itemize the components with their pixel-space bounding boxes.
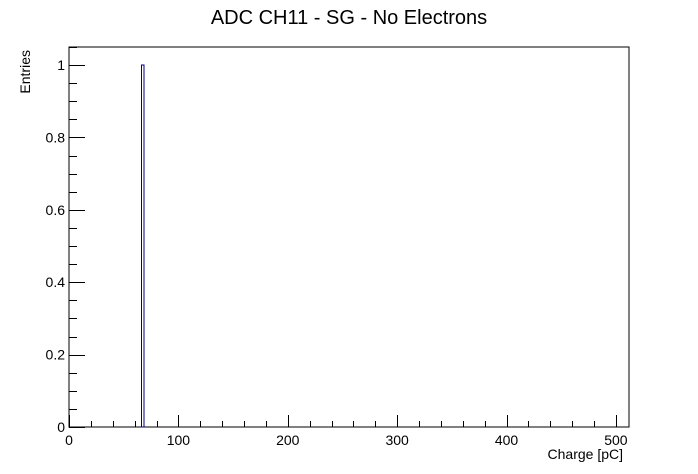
histogram-bars [141, 64, 145, 428]
histogram-bin [141, 64, 145, 428]
y-tick-label: 1 [57, 57, 65, 73]
y-axis-title: Entries [17, 50, 33, 94]
x-tick-label: 500 [604, 432, 628, 448]
x-axis-ticks [69, 415, 617, 427]
x-tick-label: 400 [495, 432, 519, 448]
y-axis-ticks [69, 47, 85, 428]
x-tick-label: 300 [385, 432, 409, 448]
y-tick-label: 0 [57, 419, 65, 435]
chart-title: ADC CH11 - SG - No Electrons [211, 7, 487, 29]
y-tick-label: 0.2 [46, 347, 66, 363]
x-tick-label: 0 [65, 432, 73, 448]
y-axis-tick-labels: 0 0.2 0.4 0.6 0.8 1 [46, 57, 66, 435]
x-axis-title: Charge [pC] [548, 446, 623, 462]
y-tick-label: 0.4 [46, 274, 66, 290]
plot-frame [68, 46, 630, 428]
x-axis-tick-labels: 0 100 200 300 400 500 [65, 432, 628, 448]
y-tick-label: 0.6 [46, 202, 66, 218]
x-tick-label: 100 [167, 432, 191, 448]
y-tick-label: 0.8 [46, 129, 66, 145]
x-tick-label: 200 [276, 432, 300, 448]
